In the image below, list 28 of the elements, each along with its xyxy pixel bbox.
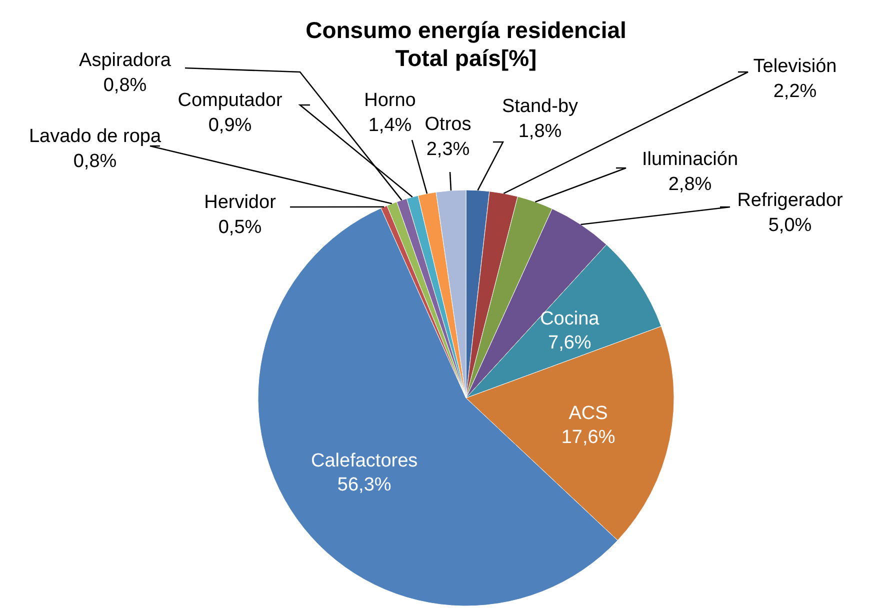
data-label: 56,3% — [337, 474, 392, 496]
chart-subtitle: Total país[%] — [395, 45, 537, 71]
slice-label: Aspiradora — [79, 50, 172, 71]
slice-label: Horno — [364, 90, 416, 111]
slice-label: Computador — [178, 90, 283, 111]
data-label: 2,2% — [773, 81, 817, 102]
slice-label: Refrigerador — [737, 190, 844, 211]
slice-label: Stand-by — [502, 96, 579, 117]
data-label: 1,4% — [368, 115, 412, 136]
data-label: 0,9% — [208, 115, 252, 136]
slice-label: Televisión — [753, 56, 837, 77]
data-label: 0,5% — [218, 217, 262, 238]
slice-label: Calefactores — [311, 450, 418, 472]
slice-label: ACS — [568, 402, 608, 424]
data-label: 17,6% — [561, 426, 616, 448]
slice-label: Iluminación — [642, 149, 738, 170]
slice-label: Lavado de ropa — [28, 126, 162, 147]
slice-label: Cocina — [540, 308, 600, 330]
data-label: 5,0% — [768, 215, 812, 236]
data-label: 7,6% — [548, 332, 592, 354]
data-label: 2,8% — [668, 174, 712, 195]
chart-title: Consumo energía residencial — [306, 17, 626, 43]
data-label: 2,3% — [426, 139, 470, 160]
slice-label: Otros — [424, 114, 472, 135]
slice-label: Hervidor — [204, 192, 277, 213]
data-label: 0,8% — [103, 75, 147, 96]
data-label: 0,8% — [73, 151, 117, 172]
data-label: 1,8% — [518, 121, 562, 142]
